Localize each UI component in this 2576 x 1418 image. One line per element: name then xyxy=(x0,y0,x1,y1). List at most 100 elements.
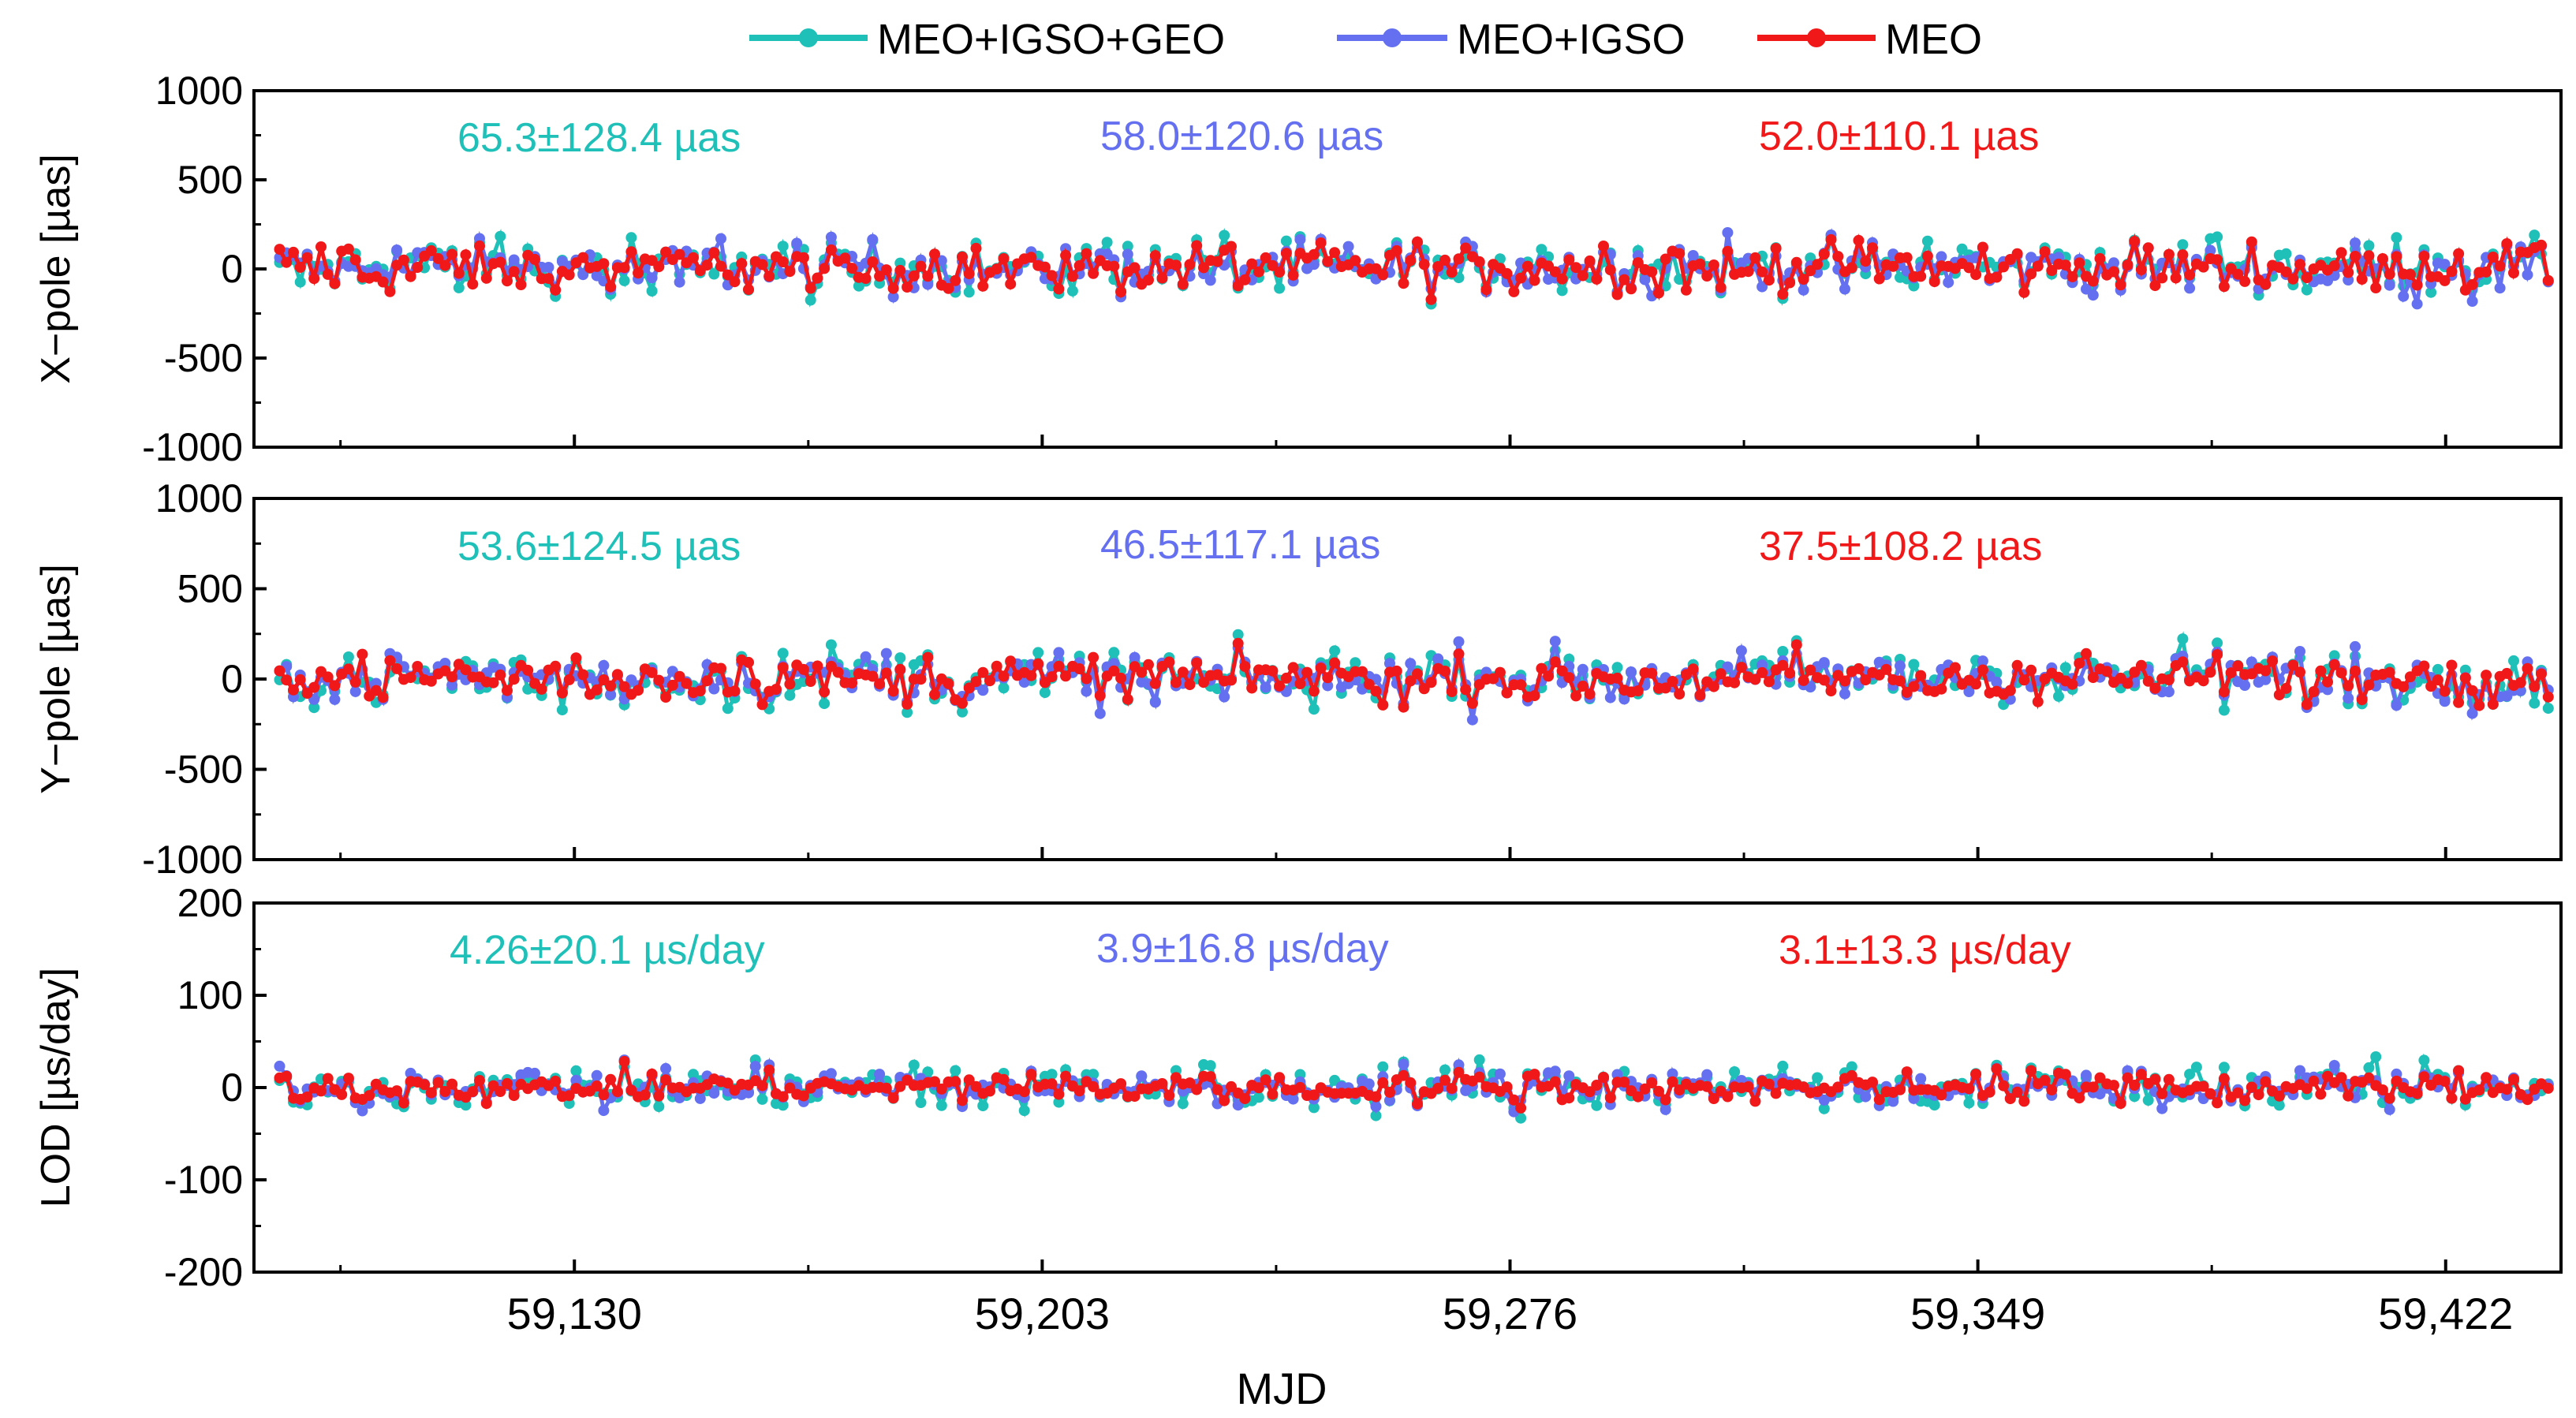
point-xpole-2-63 xyxy=(708,247,720,259)
point-xpole-2-82 xyxy=(839,252,851,264)
point-lod-1-194 xyxy=(1611,1069,1623,1080)
point-xpole-2-115 xyxy=(1066,271,1078,282)
point-ypole-2-99 xyxy=(957,697,968,709)
point-xpole-2-4 xyxy=(301,252,313,263)
point-xpole-2-206 xyxy=(1694,258,1706,270)
point-xpole-2-274 xyxy=(2163,248,2175,260)
point-ypole-2-69 xyxy=(749,678,761,690)
point-ypole-2-74 xyxy=(784,678,796,690)
point-xpole-1-241 xyxy=(1936,251,1947,263)
point-lod-2-47 xyxy=(598,1089,610,1101)
point-lod-2-90 xyxy=(894,1080,906,1092)
point-ypole-2-66 xyxy=(729,685,741,697)
point-xpole-2-33 xyxy=(502,275,513,287)
panel-xpole-stat-1: 58.0±120.6 µas xyxy=(1100,114,1383,159)
ytick-label-lod-4: -200 xyxy=(164,1250,243,1294)
point-xpole-2-230 xyxy=(1860,256,1872,267)
point-xpole-1-64 xyxy=(715,233,726,244)
point-ypole-2-42 xyxy=(563,674,575,685)
point-ypole-2-180 xyxy=(1515,679,1527,691)
point-ypole-2-10 xyxy=(342,663,354,675)
point-lod-1-61 xyxy=(694,1092,706,1104)
point-lod-2-21 xyxy=(419,1079,431,1091)
point-ypole-0-121 xyxy=(1108,647,1120,659)
point-xpole-1-155 xyxy=(1342,241,1354,252)
point-lod-2-179 xyxy=(1508,1094,1520,1106)
point-ypole-2-158 xyxy=(1363,678,1375,690)
point-xpole-2-134 xyxy=(1198,262,1209,274)
point-xpole-2-50 xyxy=(618,262,630,274)
point-ypole-2-263 xyxy=(2087,672,2099,684)
point-lod-2-217 xyxy=(1770,1088,1782,1099)
point-lod-2-101 xyxy=(970,1080,982,1092)
ytick-label-xpole-4: -1000 xyxy=(142,425,243,469)
point-xpole-2-141 xyxy=(1246,258,1258,270)
point-ypole-2-157 xyxy=(1357,666,1368,677)
point-lod-1-43 xyxy=(570,1074,582,1086)
point-ypole-2-271 xyxy=(2142,675,2154,687)
point-ypole-2-238 xyxy=(1915,670,1927,681)
point-ypole-2-132 xyxy=(1184,679,1196,691)
point-xpole-2-73 xyxy=(777,256,789,267)
point-xpole-2-109 xyxy=(1025,252,1037,263)
point-xpole-0-26 xyxy=(453,282,465,293)
point-xpole-2-136 xyxy=(1211,256,1223,267)
point-lod-2-273 xyxy=(2156,1088,2168,1099)
point-xpole-2-302 xyxy=(2356,274,2368,285)
point-ypole-2-215 xyxy=(1757,666,1768,678)
point-ypole-2-208 xyxy=(1708,681,1719,692)
point-ypole-2-138 xyxy=(1226,674,1237,686)
point-xpole-2-175 xyxy=(1480,284,1492,296)
point-lod-2-320 xyxy=(2481,1072,2492,1084)
point-lod-0-303 xyxy=(2363,1062,2375,1073)
point-xpole-2-236 xyxy=(1901,252,1913,263)
point-ypole-1-227 xyxy=(1839,688,1850,700)
point-ypole-2-288 xyxy=(2260,665,2272,677)
point-xpole-1-301 xyxy=(2350,237,2361,249)
point-xpole-2-189 xyxy=(1577,270,1589,282)
point-xpole-2-102 xyxy=(977,280,989,292)
point-ypole-1-143 xyxy=(1260,681,1271,693)
point-ypole-1-161 xyxy=(1384,658,1395,670)
point-ypole-1-189 xyxy=(1577,663,1589,675)
point-xpole-2-124 xyxy=(1129,262,1141,274)
point-ypole-2-164 xyxy=(1405,675,1417,687)
panel-lod-stat-0: 4.26±20.1 µs/day xyxy=(450,927,765,973)
point-xpole-2-182 xyxy=(1529,274,1540,286)
panel-ypole-stat-2: 37.5±108.2 µas xyxy=(1759,524,2042,569)
point-xpole-2-140 xyxy=(1239,274,1251,285)
point-ypole-0-258 xyxy=(2053,690,2064,702)
point-xpole-2-276 xyxy=(2177,249,2189,261)
point-ypole-2-133 xyxy=(1191,657,1203,669)
point-xpole-1-266 xyxy=(2108,257,2119,269)
point-ypole-2-177 xyxy=(1494,666,1506,678)
point-ypole-2-254 xyxy=(2025,664,2037,676)
point-ypole-2-16 xyxy=(384,655,396,666)
point-xpole-2-146 xyxy=(1280,248,1292,259)
point-xpole-2-153 xyxy=(1329,247,1341,259)
point-ypole-2-187 xyxy=(1563,672,1575,684)
point-ypole-2-50 xyxy=(618,681,630,692)
point-xpole-2-89 xyxy=(887,282,899,294)
point-ypole-2-235 xyxy=(1895,675,1906,687)
point-ypole-2-224 xyxy=(1818,674,1830,686)
point-xpole-2-113 xyxy=(1053,283,1065,295)
point-xpole-2-259 xyxy=(2059,259,2071,271)
point-ypole-2-284 xyxy=(2232,660,2244,672)
point-xpole-2-270 xyxy=(2135,264,2147,275)
point-ypole-1-171 xyxy=(1453,636,1465,647)
point-xpole-2-30 xyxy=(480,272,492,284)
point-xpole-2-51 xyxy=(625,246,637,258)
point-ypole-2-113 xyxy=(1053,660,1065,672)
point-xpole-2-86 xyxy=(867,256,879,267)
point-lod-2-33 xyxy=(502,1077,513,1089)
point-lod-2-13 xyxy=(364,1090,375,1102)
point-lod-2-49 xyxy=(611,1086,623,1098)
point-ypole-1-124 xyxy=(1129,651,1141,663)
point-xpole-1-210 xyxy=(1722,227,1734,238)
point-xpole-2-76 xyxy=(797,252,809,263)
point-ypole-2-126 xyxy=(1143,659,1154,670)
point-lod-2-251 xyxy=(2004,1093,2016,1105)
ytick-label-lod-0: 200 xyxy=(177,881,243,925)
point-lod-2-95 xyxy=(929,1076,940,1088)
